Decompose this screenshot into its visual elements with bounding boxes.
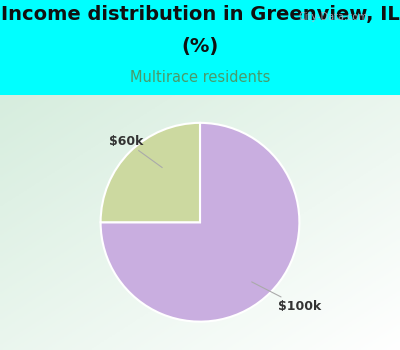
Text: $60k: $60k <box>108 135 162 168</box>
Wedge shape <box>101 123 200 222</box>
Text: (%): (%) <box>181 37 219 56</box>
Text: $100k: $100k <box>252 282 321 313</box>
Text: Multirace residents: Multirace residents <box>130 70 270 85</box>
Text: City-Data.com: City-Data.com <box>298 12 368 22</box>
Wedge shape <box>101 123 299 322</box>
Text: Income distribution in Greenview, IL: Income distribution in Greenview, IL <box>1 5 399 24</box>
